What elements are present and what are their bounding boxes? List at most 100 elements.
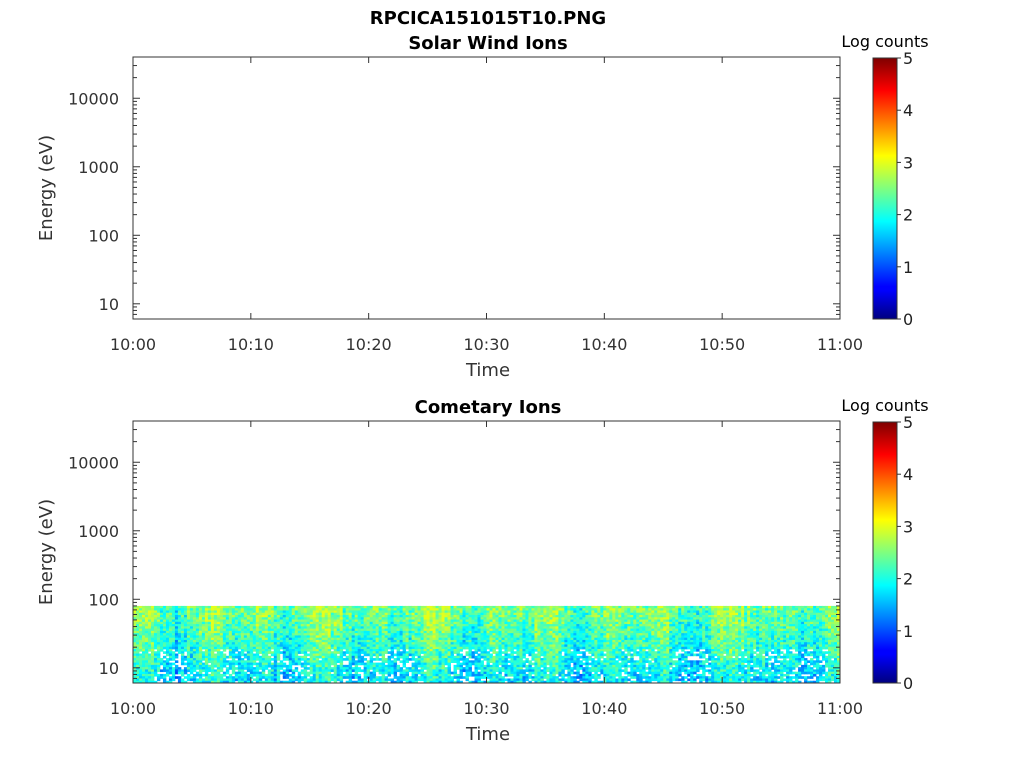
heatmap-cell bbox=[348, 612, 353, 616]
heatmap-cell bbox=[315, 630, 320, 634]
heatmap-cell bbox=[165, 637, 170, 641]
heatmap-cell bbox=[195, 619, 200, 623]
heatmap-cell bbox=[528, 667, 532, 670]
heatmap-cell bbox=[579, 644, 583, 648]
heatmap-cell bbox=[255, 639, 260, 643]
heatmap-cell bbox=[471, 614, 475, 618]
heatmap-cell bbox=[297, 628, 302, 632]
heatmap-cell bbox=[528, 639, 532, 643]
heatmap-cell bbox=[396, 605, 401, 609]
heatmap-cell bbox=[468, 642, 472, 645]
heatmap-cell bbox=[144, 608, 149, 611]
heatmap-cell bbox=[219, 646, 224, 650]
heatmap-cell bbox=[192, 635, 197, 639]
heatmap-cell bbox=[321, 621, 326, 625]
heatmap-cell bbox=[564, 614, 568, 618]
heatmap-cell bbox=[315, 612, 320, 616]
heatmap-cell bbox=[204, 664, 209, 668]
heatmap-cell bbox=[348, 628, 353, 632]
heatmap-cell bbox=[294, 628, 299, 632]
heatmap-cell bbox=[384, 676, 389, 679]
heatmap-cell bbox=[531, 676, 535, 679]
heatmap-cell bbox=[516, 678, 520, 682]
heatmap-cell bbox=[549, 608, 553, 611]
heatmap-cell bbox=[420, 639, 424, 643]
heatmap-cell bbox=[249, 673, 254, 677]
heatmap-cell bbox=[528, 664, 532, 668]
heatmap-cell bbox=[528, 624, 532, 627]
heatmap-cell bbox=[363, 637, 368, 641]
heatmap-cell bbox=[336, 614, 341, 618]
heatmap-cell bbox=[309, 655, 314, 659]
heatmap-cell bbox=[288, 669, 293, 673]
heatmap-cell bbox=[546, 614, 550, 618]
heatmap-cell bbox=[180, 673, 185, 677]
heatmap-cell bbox=[312, 651, 317, 654]
heatmap-cell bbox=[282, 628, 287, 632]
heatmap-cell bbox=[480, 680, 484, 683]
heatmap-cell bbox=[150, 671, 155, 675]
heatmap-cell bbox=[414, 680, 418, 683]
heatmap-cell bbox=[354, 671, 359, 675]
heatmap-cell bbox=[213, 680, 218, 683]
heatmap-cell bbox=[528, 673, 532, 677]
heatmap-cell bbox=[144, 660, 149, 663]
heatmap-cell bbox=[186, 646, 191, 650]
heatmap-cell bbox=[558, 608, 562, 611]
heatmap-cell bbox=[360, 669, 365, 673]
heatmap-cell bbox=[537, 671, 541, 675]
heatmap-cell bbox=[576, 644, 580, 648]
heatmap-cell bbox=[501, 646, 505, 650]
heatmap-cell bbox=[534, 605, 538, 609]
heatmap-cell bbox=[432, 664, 436, 668]
heatmap-cell bbox=[489, 669, 493, 673]
heatmap-cell bbox=[321, 608, 326, 611]
heatmap-cell bbox=[549, 676, 553, 679]
heatmap-cell bbox=[438, 644, 442, 648]
heatmap-cell bbox=[501, 635, 505, 639]
heatmap-cell bbox=[252, 646, 257, 650]
heatmap-cell bbox=[354, 667, 359, 670]
heatmap-cell bbox=[564, 628, 568, 632]
heatmap-cell bbox=[216, 605, 221, 609]
heatmap-cell bbox=[342, 669, 347, 673]
heatmap-cell bbox=[492, 614, 496, 618]
heatmap-cell bbox=[384, 626, 389, 629]
heatmap-cell bbox=[426, 649, 430, 652]
heatmap-cell bbox=[219, 669, 224, 673]
heatmap-cell bbox=[585, 628, 589, 632]
heatmap-cell bbox=[210, 619, 215, 623]
heatmap-cell bbox=[147, 626, 152, 629]
heatmap-cell bbox=[255, 626, 260, 629]
heatmap-cell bbox=[402, 614, 407, 618]
heatmap-cell bbox=[333, 639, 338, 643]
heatmap-cell bbox=[432, 642, 436, 645]
heatmap-cell bbox=[171, 644, 176, 648]
heatmap-cell bbox=[453, 680, 457, 683]
heatmap-cell bbox=[136, 617, 140, 620]
heatmap-cell bbox=[354, 639, 359, 643]
heatmap-cell bbox=[168, 610, 173, 614]
heatmap-cell bbox=[204, 614, 209, 618]
heatmap-cell bbox=[459, 617, 463, 620]
heatmap-cell bbox=[186, 637, 191, 641]
heatmap-cell bbox=[411, 624, 416, 627]
heatmap-cell bbox=[588, 637, 592, 641]
heatmap-cell bbox=[171, 612, 176, 616]
heatmap-cell bbox=[198, 644, 203, 648]
heatmap-cell bbox=[468, 614, 472, 618]
heatmap-cell bbox=[201, 644, 206, 648]
heatmap-cell bbox=[309, 651, 314, 654]
heatmap-cell bbox=[378, 651, 383, 654]
heatmap-cell bbox=[336, 628, 341, 632]
heatmap-cell bbox=[309, 630, 314, 634]
heatmap-cell bbox=[510, 664, 514, 668]
heatmap-cell bbox=[357, 639, 362, 643]
heatmap-cell bbox=[519, 660, 523, 663]
heatmap-cell bbox=[150, 642, 155, 645]
heatmap-cell bbox=[522, 660, 526, 663]
heatmap-cell bbox=[483, 653, 487, 657]
heatmap-cell bbox=[324, 653, 329, 657]
heatmap-cell bbox=[525, 617, 529, 620]
heatmap-cell bbox=[474, 658, 478, 661]
